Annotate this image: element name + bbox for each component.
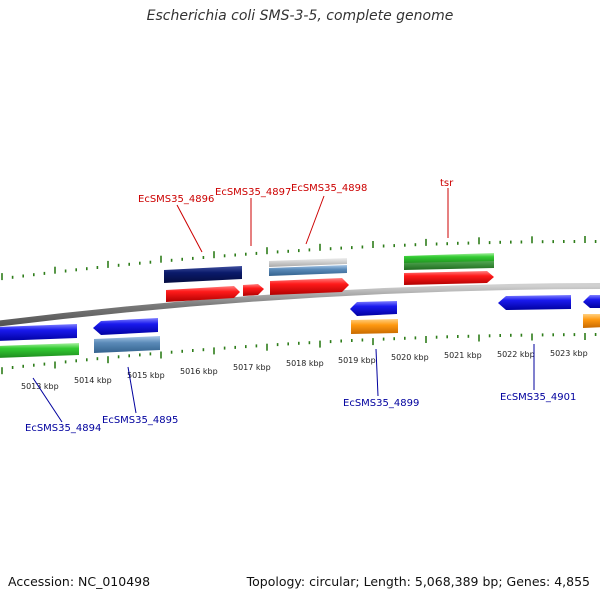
kbp-label: 5015 kbp (127, 371, 165, 380)
gene-label[interactable]: EcSMS35_4895 (102, 415, 178, 426)
kbp-label: 5022 kbp (497, 350, 535, 359)
genome-summary-text: Topology: circular; Length: 5,068,389 bp… (246, 574, 590, 589)
outer-tick-row (1, 236, 597, 281)
gene-feature[interactable] (583, 295, 600, 308)
forward-gene-labels: EcSMS35_4896 EcSMS35_4897 EcSMS35_4898 t… (138, 178, 454, 253)
gene-feature[interactable] (0, 343, 79, 358)
gene-label[interactable]: EcSMS35_4901 (500, 392, 576, 403)
gene-feature[interactable] (350, 301, 397, 316)
gene-feature[interactable] (164, 266, 242, 283)
kbp-label: 5018 kbp (286, 359, 324, 368)
gene-label[interactable]: EcSMS35_4896 (138, 194, 214, 205)
gene-feature[interactable] (404, 261, 494, 270)
gene-feature[interactable] (498, 295, 571, 310)
forward-strand-features (164, 253, 494, 302)
kbp-label: 5020 kbp (391, 353, 429, 362)
label-leader-line (305, 195, 325, 245)
gene-feature[interactable] (351, 319, 398, 334)
accession-text: Accession: NC_010498 (8, 574, 151, 589)
gene-label[interactable]: EcSMS35_4897 (215, 187, 291, 198)
reverse-gene-labels: EcSMS35_4894 EcSMS35_4895 EcSMS35_4899 E… (25, 344, 576, 434)
gene-label[interactable]: tsr (440, 178, 454, 189)
kbp-scale-labels: 5013 kbp 5014 kbp 5015 kbp 5016 kbp 5017… (21, 349, 588, 391)
kbp-label: 5019 kbp (338, 356, 376, 365)
gene-feature[interactable] (0, 324, 77, 341)
kbp-label: 5021 kbp (444, 351, 482, 360)
label-leader-line (32, 377, 63, 423)
gene-label[interactable]: EcSMS35_4899 (343, 398, 419, 409)
label-leader-line (176, 204, 203, 253)
gene-label[interactable]: EcSMS35_4898 (291, 183, 367, 194)
reverse-strand-features (0, 295, 600, 358)
kbp-label: 5013 kbp (21, 382, 59, 391)
gene-feature[interactable] (404, 253, 494, 264)
inner-tick-row (1, 333, 597, 375)
genome-backbone (0, 283, 600, 327)
gene-feature[interactable] (93, 318, 158, 335)
label-leader-line (375, 348, 379, 397)
gene-feature[interactable] (583, 314, 600, 328)
kbp-label: 5023 kbp (550, 349, 588, 358)
gene-feature[interactable] (269, 258, 347, 267)
gene-feature[interactable] (269, 265, 347, 276)
gene-feature[interactable] (243, 284, 264, 296)
genome-title: Escherichia coli SMS-3-5, complete genom… (146, 8, 454, 24)
kbp-label: 5017 kbp (233, 363, 271, 372)
gene-feature[interactable] (404, 271, 494, 285)
gene-label[interactable]: EcSMS35_4894 (25, 423, 101, 434)
gene-feature[interactable] (270, 278, 349, 295)
kbp-label: 5016 kbp (180, 367, 218, 376)
kbp-label: 5014 kbp (74, 376, 112, 385)
gene-feature[interactable] (94, 336, 160, 353)
label-leader-line (127, 366, 137, 414)
gene-feature[interactable] (166, 286, 240, 302)
